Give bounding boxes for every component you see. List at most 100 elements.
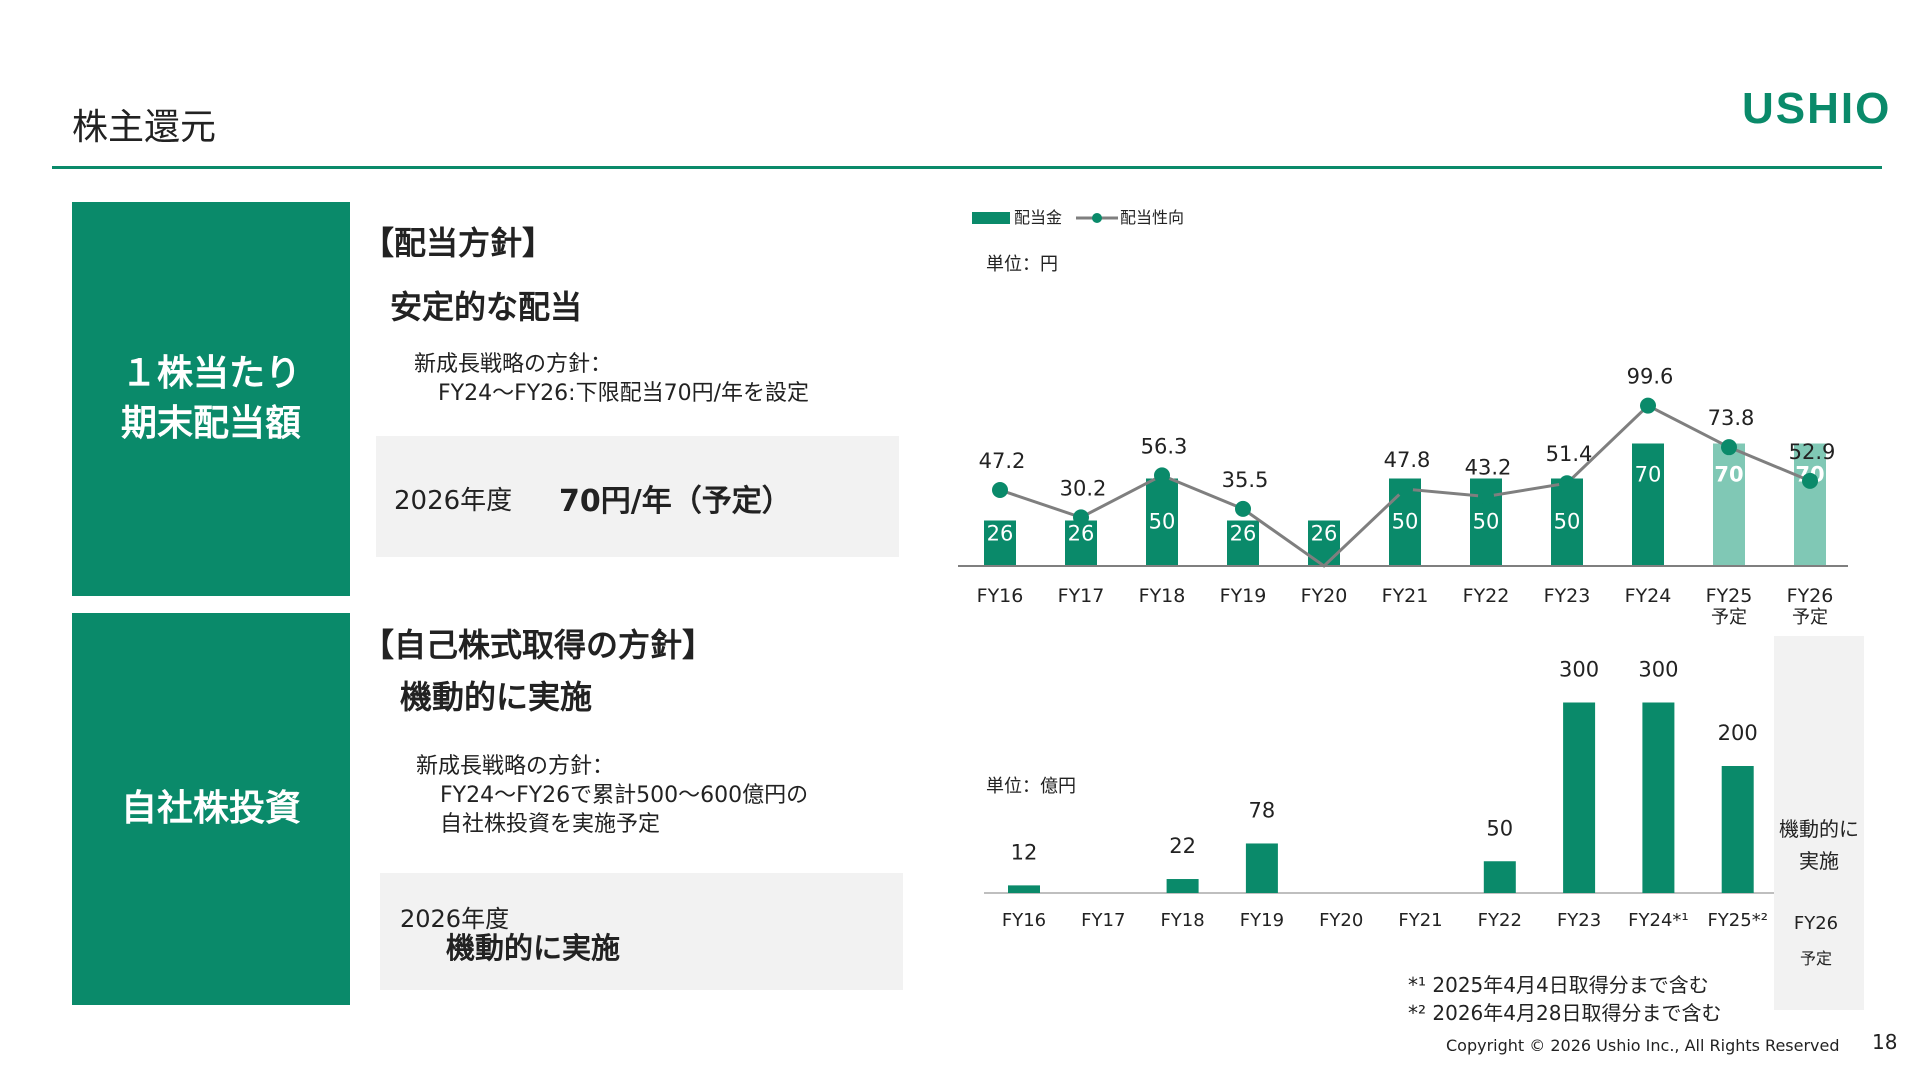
buyback-bar bbox=[1642, 702, 1675, 893]
dividend-bar-label: 26 bbox=[1230, 522, 1257, 546]
dividend-bar bbox=[1632, 443, 1664, 566]
buyback-bar bbox=[1483, 861, 1516, 893]
buyback-bar-label: 200 bbox=[1718, 721, 1758, 745]
payout-ratio-point bbox=[1073, 509, 1089, 526]
buyback-policy-heading: 【自己株式取得の方針】 bbox=[362, 626, 715, 664]
buyback-plan-value: 機動的に実施 bbox=[446, 931, 621, 965]
buyback-category-label: FY16 bbox=[1002, 910, 1046, 931]
fy26-buyback-note-line1: 機動的に bbox=[1779, 817, 1859, 841]
buyback-label: 自社株投資 bbox=[120, 788, 301, 829]
dividend-category-label: FY21 bbox=[1382, 585, 1429, 607]
buyback-bar-label: 12 bbox=[1011, 840, 1038, 864]
payout-ratio-point bbox=[1397, 481, 1413, 498]
dividend-section-label: １株当たり 期末配当額 bbox=[72, 202, 350, 596]
dividend-bar bbox=[1146, 478, 1178, 566]
header-divider bbox=[52, 166, 1882, 169]
dividend-bar-label: 70 bbox=[1635, 463, 1662, 487]
buyback-category-label: FY22 bbox=[1478, 910, 1522, 931]
buyback-category-label: FY20 bbox=[1319, 910, 1363, 931]
dividend-bar-label: 70 bbox=[1714, 463, 1743, 487]
dividend-strategy-line1: 新成長戦略の方針： bbox=[414, 352, 613, 377]
dividend-label-line1: １株当たり bbox=[120, 353, 301, 394]
buyback-bar bbox=[1563, 702, 1596, 893]
payout-ratio-point bbox=[1154, 467, 1170, 484]
payout-ratio-point bbox=[1721, 439, 1737, 456]
dividend-strategy-text: 新成長戦略の方針： FY24〜FY26:下限配当70円/年を設定 bbox=[414, 350, 809, 408]
page-title: 株主還元 bbox=[72, 107, 217, 148]
payout-ratio-label: 47.2 bbox=[979, 449, 1026, 473]
dividend-category-label: FY16 bbox=[977, 585, 1024, 607]
fy26-buyback-note-line2: 実施 bbox=[1799, 849, 1839, 873]
payout-ratio-label: 43.2 bbox=[1465, 455, 1512, 479]
payout-ratio-label: 56.3 bbox=[1141, 434, 1188, 458]
payout-ratio-point bbox=[1802, 472, 1818, 489]
legend-label-dividend: 配当金 bbox=[1014, 208, 1062, 227]
buyback-footnote: *¹ 2025年4月4日取得分まで含む bbox=[1408, 973, 1709, 997]
payout-ratio-label: 30.2 bbox=[1060, 476, 1107, 500]
buyback-strategy-line1: 新成長戦略の方針： bbox=[416, 754, 615, 779]
dividend-bar-label: 26 bbox=[1311, 522, 1338, 546]
dividend-category-sublabel: 予定 bbox=[1711, 607, 1747, 628]
dividend-bar-label: 26 bbox=[1068, 522, 1095, 546]
dividend-plan-box: 2026年度 70円/年（予定） bbox=[376, 436, 899, 557]
buyback-category-label: FY17 bbox=[1081, 910, 1125, 931]
buyback-chart-unit: 単位：億円 bbox=[986, 776, 1076, 797]
dividend-bar bbox=[1713, 443, 1745, 566]
buyback-bar-label: 50 bbox=[1486, 816, 1513, 840]
buyback-section-label: 自社株投資 bbox=[72, 613, 350, 1005]
buyback-category-label: FY19 bbox=[1240, 910, 1284, 931]
dividend-bar-label: 50 bbox=[1149, 510, 1176, 534]
payout-ratio-point bbox=[1235, 500, 1251, 517]
dividend-bar-label: 50 bbox=[1554, 510, 1581, 534]
dividend-policy-heading: 【配当方針】 bbox=[362, 224, 555, 262]
dividend-bar bbox=[1227, 520, 1259, 566]
buyback-bar-label: 300 bbox=[1559, 658, 1599, 682]
buyback-strategy-text: 新成長戦略の方針： FY24〜FY26で累計500〜600億円の 自社株投資を実… bbox=[416, 752, 808, 839]
payout-ratio-point bbox=[1559, 475, 1575, 492]
buyback-strategy-line3: 自社株投資を実施予定 bbox=[440, 812, 661, 837]
dividend-category-label: FY23 bbox=[1544, 585, 1591, 607]
payout-ratio-label: 52.9 bbox=[1789, 440, 1836, 464]
page-number: 18 bbox=[1872, 1030, 1898, 1054]
payout-ratio-label: 47.8 bbox=[1384, 448, 1431, 472]
buyback-category-label: FY18 bbox=[1160, 910, 1204, 931]
buyback-strategy-line2: FY24〜FY26で累計500〜600億円の bbox=[440, 783, 809, 808]
dividend-chart-unit: 単位：円 bbox=[986, 254, 1058, 275]
dividend-category-label: FY24 bbox=[1625, 585, 1672, 607]
dividend-category-label: FY26 bbox=[1787, 585, 1834, 607]
dividend-bar bbox=[984, 520, 1016, 566]
payout-ratio-label: 35.5 bbox=[1222, 468, 1269, 492]
dividend-plan-value: 70円/年（予定） bbox=[559, 484, 792, 519]
dividend-bar bbox=[1794, 443, 1826, 566]
dividend-bar bbox=[1551, 478, 1583, 566]
dividend-bar-label: 50 bbox=[1392, 510, 1419, 534]
dividend-category-label: FY22 bbox=[1463, 585, 1510, 607]
buyback-bar-label: 300 bbox=[1638, 658, 1678, 682]
buyback-bar bbox=[1721, 766, 1754, 893]
buyback-bar bbox=[1166, 879, 1199, 893]
dividend-category-label: FY20 bbox=[1301, 585, 1348, 607]
payout-ratio-point bbox=[992, 482, 1008, 499]
buyback-plan-box: 2026年度 機動的に実施 bbox=[380, 873, 903, 990]
buyback-bar bbox=[1245, 843, 1278, 893]
legend-swatch-dividend bbox=[972, 212, 1010, 224]
legend-marker-payout bbox=[1092, 213, 1102, 223]
buyback-category-label: FY26 bbox=[1794, 913, 1838, 934]
buyback-policy-lead: 機動的に実施 bbox=[400, 678, 593, 716]
buyback-category-label: FY23 bbox=[1557, 910, 1601, 931]
fy26-buyback-shade bbox=[1774, 636, 1864, 1010]
buyback-category-label: FY25*² bbox=[1707, 910, 1767, 931]
copyright: Copyright © 2026 Ushio Inc., All Rights … bbox=[1446, 1036, 1840, 1055]
buyback-plan-year: 2026年度 bbox=[400, 905, 510, 933]
dividend-category-label: FY19 bbox=[1220, 585, 1267, 607]
payout-ratio-label: 51.4 bbox=[1546, 442, 1593, 466]
payout-ratio-label: 99.6 bbox=[1627, 365, 1674, 389]
payout-ratio-point bbox=[1478, 488, 1494, 505]
legend-label-payout: 配当性向 bbox=[1120, 208, 1184, 227]
dividend-category-label: FY25 bbox=[1706, 585, 1753, 607]
dividend-bar-label: 26 bbox=[987, 522, 1014, 546]
buyback-category-sublabel: 予定 bbox=[1800, 949, 1832, 968]
buyback-category-label: FY24*¹ bbox=[1628, 910, 1688, 931]
buyback-category-label: FY21 bbox=[1398, 910, 1442, 931]
